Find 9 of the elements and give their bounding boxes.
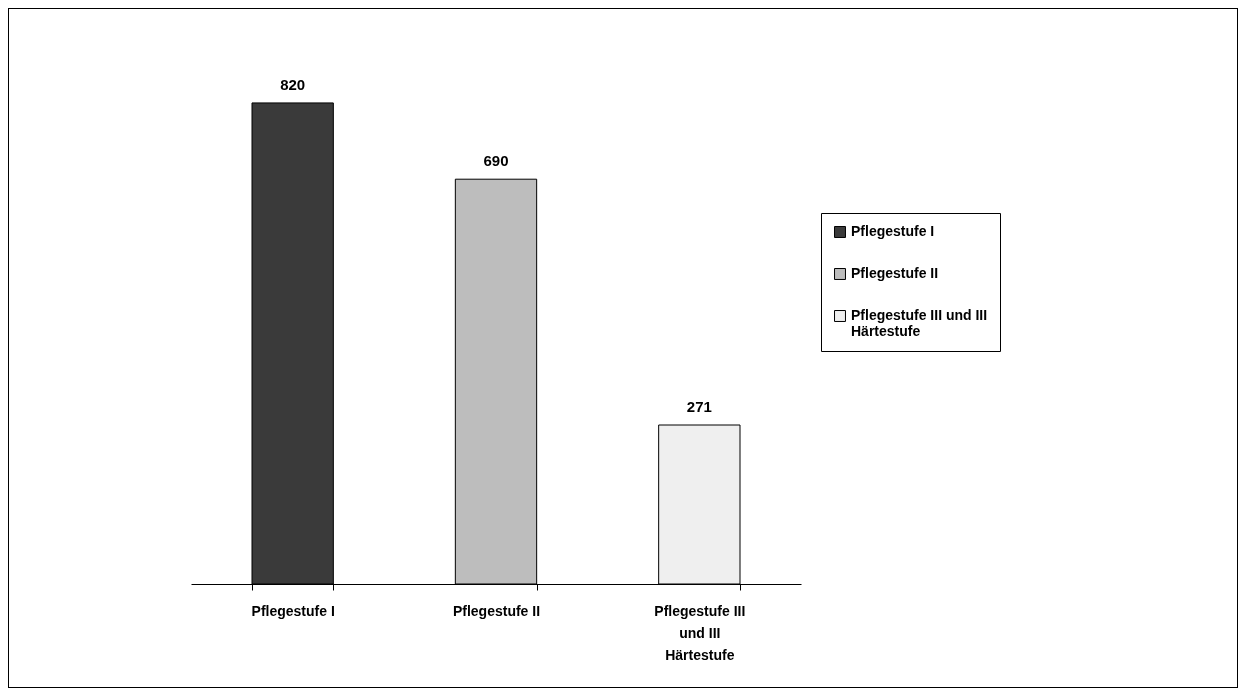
x-tick-label: Pflegestufe I: [251, 602, 335, 619]
x-tick-label: Pflegestufe II: [452, 602, 541, 619]
x-tick-label: Pflegestufe III und III Härtestufe: [654, 602, 746, 663]
data-label: 820: [280, 75, 306, 93]
data-label: 690: [483, 152, 509, 170]
legend-label: Pflegestufe III und III Härtestufe: [851, 307, 988, 339]
data-label: 271: [686, 398, 712, 416]
legend-label: Pflegestufe I: [851, 223, 935, 239]
legend-label: Pflegestufe II: [851, 265, 939, 281]
